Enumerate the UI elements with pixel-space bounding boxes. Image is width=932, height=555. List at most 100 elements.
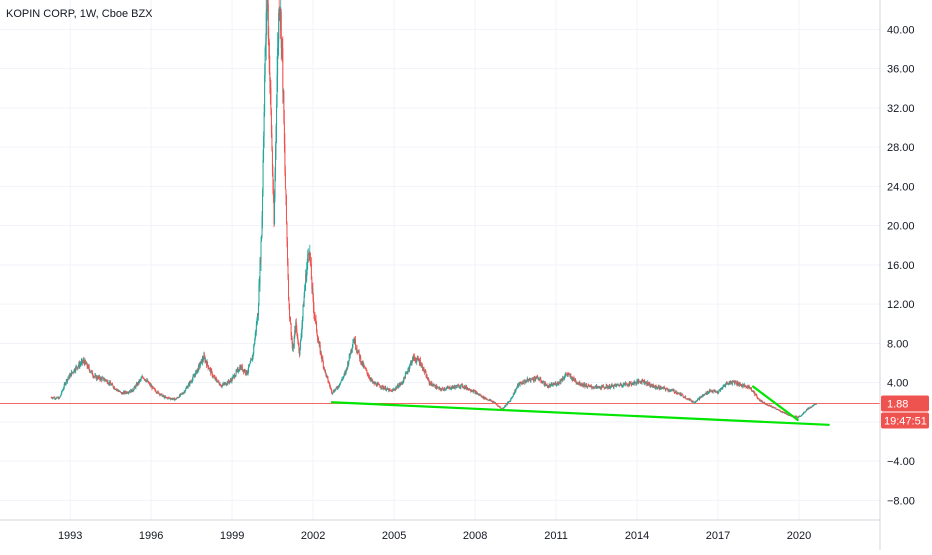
candle-body — [166, 397, 168, 398]
candle-body — [295, 322, 297, 329]
candle-body — [318, 341, 320, 344]
candle-body — [649, 386, 651, 387]
candle-body — [777, 409, 779, 410]
candle-body — [439, 387, 441, 389]
candle-body — [180, 393, 182, 395]
candle-body — [544, 383, 546, 385]
candle-body — [554, 383, 556, 385]
candle-body — [618, 385, 620, 387]
badge-layer: 1.88 19:47:51 — [881, 395, 929, 429]
candle-body — [200, 359, 202, 362]
candle-body — [761, 401, 763, 403]
candle-body — [496, 404, 498, 405]
candle-body — [680, 393, 682, 396]
candle-body — [684, 396, 686, 398]
candle-body — [248, 366, 250, 368]
candle-body — [519, 382, 521, 386]
candle-body — [353, 339, 355, 344]
candle-body — [511, 396, 513, 398]
candle-body — [106, 380, 108, 384]
candle-body — [531, 377, 533, 379]
candle-body — [562, 378, 564, 381]
candle-body — [652, 385, 654, 388]
candle-body — [388, 389, 390, 392]
candle-body — [530, 379, 532, 382]
candle-body — [256, 322, 258, 325]
candle-body — [476, 393, 478, 395]
candle-body — [256, 315, 258, 323]
candle-body — [305, 274, 307, 285]
candle-body — [342, 377, 344, 380]
candle-body — [76, 367, 78, 369]
candle-body — [467, 388, 469, 390]
candle-body — [551, 383, 553, 385]
candle-body — [547, 386, 549, 388]
candle-body — [629, 382, 631, 386]
candle-body — [309, 252, 311, 256]
candle-body — [303, 295, 305, 307]
candle-body — [581, 383, 583, 386]
candle-body — [356, 348, 358, 352]
candle-body — [343, 376, 345, 378]
y-tick-label: 20.00 — [887, 221, 915, 233]
candle-body — [677, 392, 679, 394]
candle-body — [196, 370, 198, 374]
candle-body — [639, 382, 641, 384]
candle-body — [199, 364, 201, 367]
candle-body — [748, 385, 750, 387]
y-tick-label: 12.00 — [887, 299, 915, 311]
candle-body — [207, 361, 209, 366]
candle-body — [310, 264, 312, 280]
candle-body — [550, 384, 552, 387]
x-tick-label: 2008 — [463, 530, 487, 542]
candle-body — [778, 409, 780, 411]
y-tick-label: 8.00 — [887, 338, 908, 350]
candle-body — [666, 388, 668, 391]
candle-body — [289, 303, 291, 318]
candle-body — [804, 412, 806, 414]
candle-body — [582, 383, 584, 387]
candle-body — [302, 305, 304, 317]
candle-body — [620, 384, 622, 386]
candle-body — [149, 383, 151, 386]
candle-body — [452, 385, 454, 389]
candle-body — [202, 359, 204, 361]
candle-body — [662, 387, 664, 389]
candle-body — [244, 370, 246, 374]
candle-body — [516, 387, 518, 389]
candle-body — [342, 379, 344, 380]
candle-body — [90, 371, 92, 373]
candle-body — [268, 37, 270, 43]
candle-body — [733, 381, 735, 384]
candle-body — [407, 370, 409, 373]
candle-body — [727, 382, 729, 385]
candle-body — [371, 380, 373, 382]
candle-body — [608, 386, 610, 389]
candle-body — [333, 390, 335, 392]
candle-body — [794, 416, 796, 417]
trendline-downtrend[interactable] — [752, 385, 799, 422]
candle-body — [765, 403, 767, 405]
candle-body — [540, 381, 542, 383]
candle-body — [597, 386, 599, 388]
trendline-support[interactable] — [330, 401, 830, 426]
candle-body — [278, 12, 280, 44]
candle-body — [639, 381, 641, 383]
candle-body — [756, 396, 758, 399]
candle-body — [715, 391, 717, 393]
candle-body — [562, 378, 564, 380]
candle-body — [673, 390, 675, 392]
candle-body — [809, 406, 811, 409]
candle-body — [433, 384, 435, 386]
candle-body — [218, 382, 220, 385]
candle-body — [104, 379, 106, 381]
candle-body — [702, 395, 704, 397]
candle-body — [158, 391, 160, 395]
candle-body — [461, 384, 463, 385]
candle-body — [592, 387, 594, 389]
candle-body — [610, 384, 612, 386]
candle-body — [355, 347, 357, 349]
candle-body — [451, 386, 453, 389]
candle-body — [59, 397, 61, 399]
candle-body — [661, 387, 663, 389]
